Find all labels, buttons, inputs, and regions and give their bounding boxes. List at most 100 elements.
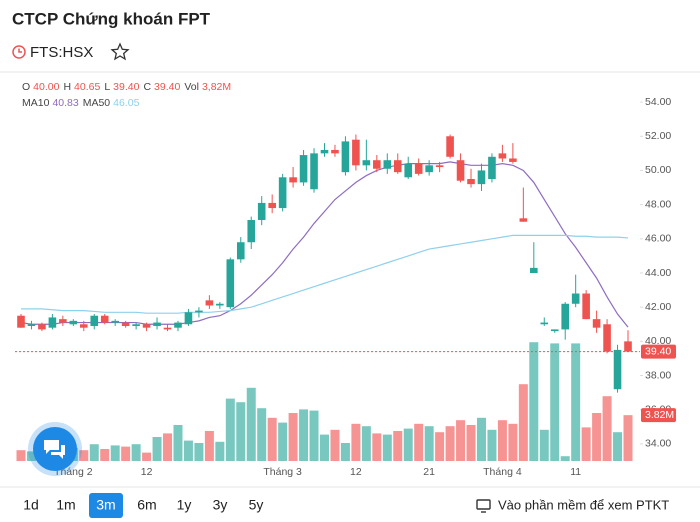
x-tick-label: Tháng 4: [483, 466, 522, 478]
volume-bar: [246, 387, 256, 461]
legend-value: 40.83: [52, 97, 78, 109]
ma-line: [21, 234, 629, 314]
y-tick-label: 34.00: [645, 438, 671, 450]
candle-body: [27, 324, 36, 326]
candle-body: [205, 300, 214, 306]
volume-label: 3.82M: [645, 409, 674, 421]
legend-value: 39.40: [154, 81, 180, 93]
candle-body: [195, 310, 203, 313]
candle-body: [163, 327, 172, 330]
candle-body: [299, 155, 308, 183]
volume-bar: [623, 415, 633, 461]
range-button[interactable]: 3m: [89, 493, 123, 518]
volume-tag: [641, 408, 676, 423]
candle-body: [153, 322, 161, 326]
volume-bar: [592, 413, 602, 461]
candle-body: [404, 163, 413, 178]
title: CTCP Chứng khoán FPT: [12, 9, 211, 28]
candle-body: [467, 179, 475, 185]
ptkt-link[interactable]: Vào phần mềm để xem PTKT: [498, 497, 669, 512]
volume-bar: [89, 444, 99, 461]
candle-body: [613, 349, 622, 390]
legend-value: 3,82M: [202, 81, 231, 93]
volume-bar: [508, 423, 518, 461]
volume-bar: [16, 450, 26, 461]
candle-body: [59, 319, 67, 323]
y-tick-label: 52.00: [645, 130, 671, 142]
volume-bar: [225, 398, 235, 461]
x-tick-label: 12: [141, 466, 153, 478]
y-tick-label: 46.00: [645, 233, 671, 245]
volume-bar: [393, 431, 403, 461]
range-label[interactable]: 3m: [96, 497, 115, 513]
candle-body: [571, 293, 580, 304]
candle-body: [257, 202, 266, 221]
volume-bar: [257, 408, 267, 461]
volume-bar: [382, 434, 392, 461]
volume-bar: [476, 417, 486, 461]
range-active-bg: [89, 493, 123, 518]
range-button[interactable]: 6m: [137, 497, 156, 513]
chat-button[interactable]: [28, 422, 82, 476]
candle-body: [414, 163, 423, 174]
volume-bar: [403, 428, 413, 461]
volume-bar: [456, 420, 466, 461]
range-button[interactable]: 1m: [56, 497, 75, 513]
volume-bar: [236, 402, 246, 461]
range-button[interactable]: 1d: [23, 497, 39, 513]
range-button[interactable]: 5y: [249, 497, 264, 513]
volume-bar: [487, 429, 497, 461]
volume-bar: [539, 429, 549, 461]
candle-body: [477, 170, 486, 185]
legend-value: 40.65: [74, 81, 100, 93]
volume-bar: [204, 431, 214, 461]
candle-body: [132, 324, 140, 326]
y-tick-label: 54.00: [645, 96, 671, 108]
range-label[interactable]: 5y: [249, 497, 264, 513]
volume-bar: [194, 443, 204, 461]
y-tick-label: 48.00: [645, 198, 671, 210]
candle-body: [393, 160, 402, 173]
volume-bar: [581, 427, 591, 461]
price-tag: [641, 344, 676, 359]
candle-body: [530, 267, 538, 273]
candle-body: [498, 153, 507, 159]
volume-bar: [414, 423, 424, 461]
volume-bar: [466, 425, 476, 461]
volume-bar: [183, 440, 193, 461]
candle-body: [603, 324, 611, 352]
volume-bar: [340, 443, 350, 461]
candle-body: [289, 177, 297, 183]
volume-bar: [560, 456, 570, 461]
volume-bar: [267, 417, 277, 461]
volume-bar: [299, 409, 309, 461]
candle-body: [488, 156, 496, 179]
range-label[interactable]: 1m: [56, 497, 75, 513]
range-button[interactable]: 3y: [213, 497, 228, 513]
volume-bar: [163, 433, 173, 461]
volume-bar: [529, 342, 539, 461]
candle-body: [17, 315, 25, 328]
star-icon[interactable]: [110, 42, 130, 61]
volume-bar: [278, 422, 288, 461]
candle-body: [48, 317, 57, 328]
volume-bar: [497, 420, 507, 461]
range-label[interactable]: 6m: [137, 497, 156, 513]
legend-value: 39.40: [113, 81, 139, 93]
range-label[interactable]: 1y: [177, 497, 192, 513]
range-button[interactable]: 1y: [177, 497, 192, 513]
candle-body: [310, 153, 318, 190]
volume-bar: [110, 445, 120, 461]
candle-body: [592, 319, 601, 328]
volume-bar: [121, 446, 131, 461]
candle-body: [509, 158, 517, 162]
candle-body: [226, 259, 235, 308]
legend-key: L: [104, 81, 110, 93]
volume-bar: [142, 452, 152, 461]
legend-key: Vol: [184, 81, 199, 93]
candle-body: [38, 324, 46, 330]
candle-body: [540, 322, 549, 325]
range-label[interactable]: 3y: [213, 497, 228, 513]
range-label[interactable]: 1d: [23, 497, 39, 513]
